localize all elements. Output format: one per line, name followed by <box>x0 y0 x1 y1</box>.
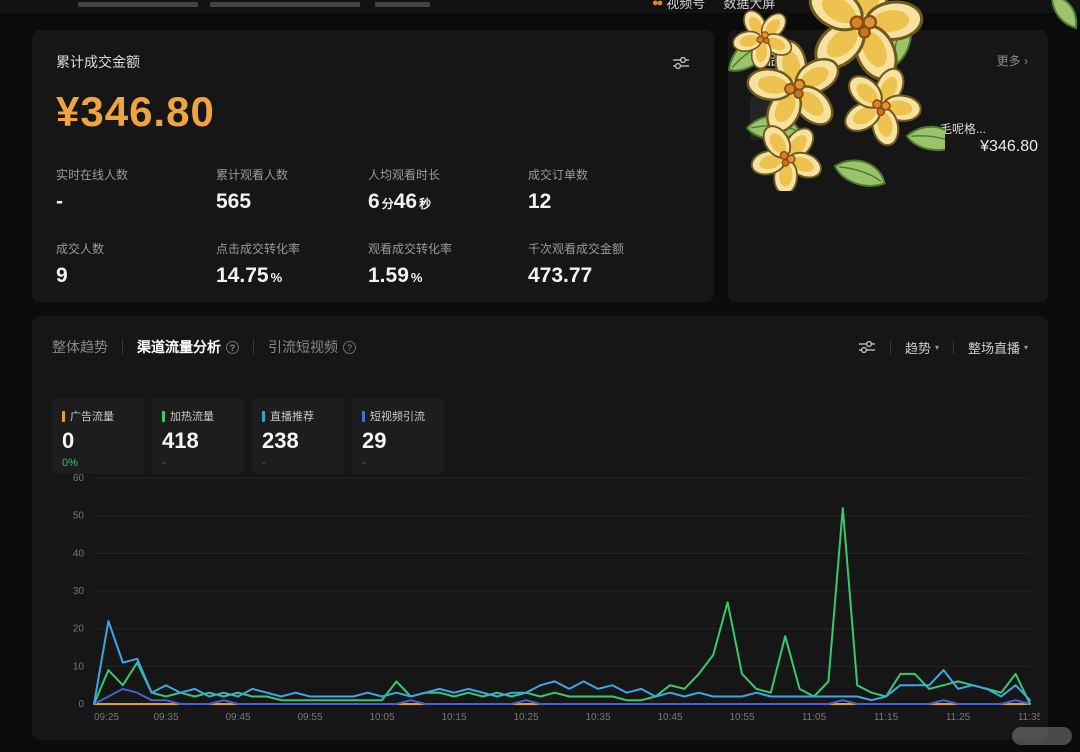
svg-text:0: 0 <box>78 699 84 710</box>
legend-marker <box>362 410 365 422</box>
stat-gmv-per-thousand: 千次观看成交金额 473.77 <box>528 242 625 287</box>
product-card: 商品 更多 › 毛呢格... ¥346.80 <box>728 30 1048 302</box>
stat-view-conversion: 观看成交转化率 1.59% <box>368 242 453 287</box>
trend-analysis-card: 整体趋势 渠道流量分析 ? 引流短视频 ? 趋势 ▾ <box>32 316 1048 740</box>
svg-text:10: 10 <box>73 661 85 672</box>
clipped-nav-text <box>78 2 198 7</box>
chevron-down-icon: ▾ <box>934 342 939 352</box>
legend-marker <box>262 410 265 422</box>
flow-card-heating-traffic[interactable]: 加热流量 418 - <box>152 398 244 474</box>
svg-text:10:45: 10:45 <box>657 712 682 723</box>
svg-text:09:25: 09:25 <box>94 712 119 723</box>
divider <box>889 340 891 354</box>
total-gmv-amount: ¥346.80 <box>56 88 215 135</box>
svg-text:50: 50 <box>73 511 85 522</box>
divider <box>952 340 954 354</box>
info-icon: ? <box>226 340 239 354</box>
product-price: ¥346.80 <box>980 138 1038 155</box>
product-name: 毛呢格... <box>940 122 987 136</box>
tab-overall-trend[interactable]: 整体趋势 <box>52 339 108 355</box>
svg-text:20: 20 <box>73 624 85 635</box>
legend-marker <box>162 410 165 422</box>
top-header: ●● 视频号 数据大屏 <box>0 0 1080 13</box>
watermark-logo <box>1012 727 1072 745</box>
clipped-nav-text <box>375 2 430 7</box>
flow-card-short-video-referral[interactable]: 短视频引流 29 - <box>352 398 444 474</box>
summary-card: 累计成交金额 ¥346.80 实时在线人数 - 累计观看人数 565 人均观看时… <box>32 30 714 302</box>
svg-text:11:35: 11:35 <box>1018 712 1040 723</box>
trend-tabs: 整体趋势 渠道流量分析 ? 引流短视频 ? 趋势 ▾ <box>52 336 1028 358</box>
stat-order-count: 成交订单数 12 <box>528 168 589 213</box>
svg-text:10:25: 10:25 <box>513 712 538 723</box>
summary-card-title: 累计成交金额 <box>56 54 140 70</box>
chart-settings-sliders-icon[interactable] <box>858 340 876 354</box>
channel-flow-line-chart: 0 10 20 30 40 50 60 09:25 09:35 09:45 09:55 10:05 10… <box>40 458 1043 738</box>
video-channel-item[interactable]: ●● 视频号 <box>652 0 705 12</box>
flow-metric-cards: 广告流量 0 0% 加热流量 418 - 直播推荐 238 - 短视频引流 <box>52 398 1028 474</box>
stat-total-viewers: 累计观看人数 565 <box>216 168 289 213</box>
svg-text:10:55: 10:55 <box>729 712 754 723</box>
flow-card-live-recommend[interactable]: 直播推荐 238 - <box>252 398 344 474</box>
divider <box>253 340 254 354</box>
svg-text:30: 30 <box>73 586 85 597</box>
stat-click-conversion: 点击成交转化率 14.75% <box>216 242 301 287</box>
svg-text:10:05: 10:05 <box>369 712 394 723</box>
data-screen-item[interactable]: 数据大屏 <box>723 0 776 11</box>
chevron-down-icon: ▾ <box>1023 342 1028 352</box>
filter-sliders-icon[interactable] <box>672 56 690 70</box>
trend-dropdown[interactable]: 趋势 ▾ <box>904 340 939 356</box>
tab-channel-flow-analysis[interactable]: 渠道流量分析 ? <box>137 337 239 357</box>
video-channel-label: 视频号 <box>666 0 706 11</box>
flow-card-ad-traffic[interactable]: 广告流量 0 0% <box>52 398 144 474</box>
svg-text:60: 60 <box>73 473 85 484</box>
svg-text:09:55: 09:55 <box>297 712 322 723</box>
svg-text:09:35: 09:35 <box>153 712 178 723</box>
session-scope-dropdown[interactable]: 整场直播 ▾ <box>967 340 1028 356</box>
svg-text:11:05: 11:05 <box>802 712 827 723</box>
info-icon: ? <box>343 340 356 354</box>
tab-short-video-referral[interactable]: 引流短视频 ? <box>268 337 356 357</box>
stat-avg-watch-time: 人均观看时长 6 分46 秒 <box>368 168 441 213</box>
svg-text:40: 40 <box>73 548 85 559</box>
more-link[interactable]: 更多 › <box>996 54 1028 68</box>
chevron-right-icon: › <box>1024 54 1028 68</box>
divider <box>122 340 123 354</box>
product-card-title: 商品 <box>750 52 778 68</box>
product-thumbnail <box>750 96 794 140</box>
stat-buyer-count: 成交人数 9 <box>56 242 105 287</box>
summary-stats-grid: 实时在线人数 - 累计观看人数 565 人均观看时长 6 分46 秒 成交订单数 1… <box>56 166 690 288</box>
legend-marker <box>62 410 65 422</box>
svg-text:10:35: 10:35 <box>585 712 610 723</box>
svg-text:11:15: 11:15 <box>874 712 899 723</box>
video-channel-icon: ●● <box>652 0 663 9</box>
clipped-nav-text <box>210 2 360 7</box>
svg-text:11:25: 11:25 <box>946 712 971 723</box>
svg-text:09:45: 09:45 <box>225 712 250 723</box>
stat-online-users: 实时在线人数 - <box>56 168 129 213</box>
svg-text:10:15: 10:15 <box>441 712 466 723</box>
